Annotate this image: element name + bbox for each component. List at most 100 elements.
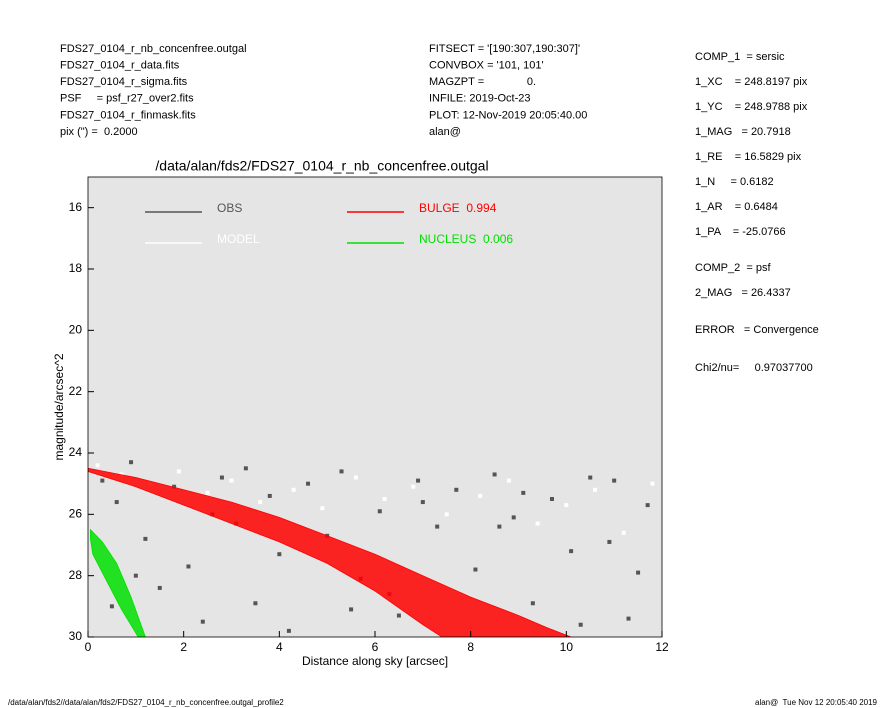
data-point <box>129 460 134 465</box>
data-point <box>416 478 421 483</box>
data-point <box>143 536 148 541</box>
data-point <box>353 475 358 480</box>
header-middle-line: INFILE: 2019-Oct-23 <box>429 93 531 105</box>
x-tick-label: 0 <box>85 640 92 654</box>
y-axis-label: magnitude/arcsec^2 <box>52 353 66 460</box>
header-middle-line: PLOT: 12-Nov-2019 20:05:40.00 <box>429 109 587 121</box>
header-right-line: ERROR = Convergence <box>695 324 819 336</box>
data-point <box>243 466 248 471</box>
data-point <box>109 604 114 609</box>
data-point <box>320 506 325 511</box>
data-point <box>396 613 401 618</box>
x-tick-label: 6 <box>372 640 379 654</box>
data-point <box>435 524 440 529</box>
data-point <box>444 512 449 517</box>
data-point <box>521 490 526 495</box>
data-point <box>286 628 291 633</box>
chart-title: /data/alan/fds2/FDS27_0104_r_nb_concenfr… <box>155 158 488 174</box>
header-right-line: 2_MAG = 26.4337 <box>695 287 791 299</box>
header-right-line: Chi2/nu= 0.97037700 <box>695 362 813 374</box>
y-tick-label: 18 <box>69 261 83 275</box>
data-point <box>95 463 100 468</box>
header-right-line: COMP_2 = psf <box>695 262 771 274</box>
data-point <box>100 478 105 483</box>
data-point <box>172 484 177 489</box>
data-point <box>291 487 296 492</box>
data-point <box>205 490 210 495</box>
y-tick-label: 24 <box>69 445 83 459</box>
data-point <box>267 493 272 498</box>
y-tick-label: 28 <box>69 568 83 582</box>
model-band <box>88 467 572 637</box>
header-middle-line: CONVBOX = '101, 101' <box>429 60 544 72</box>
data-point <box>497 524 502 529</box>
header-right-line: 1_RE = 16.5829 pix <box>695 151 802 163</box>
data-point <box>454 487 459 492</box>
data-point <box>636 570 641 575</box>
data-point <box>535 521 540 526</box>
model-band <box>90 528 146 637</box>
data-point <box>186 564 191 569</box>
data-point <box>349 607 354 612</box>
data-point <box>612 478 617 483</box>
header-middle-line: MAGZPT = 0. <box>429 76 536 88</box>
x-axis-label: Distance along sky [arcsec] <box>302 654 448 668</box>
data-point <box>377 509 382 514</box>
data-point <box>382 497 387 501</box>
header-right-line: 1_PA = -25.0766 <box>695 226 786 238</box>
data-point <box>478 493 483 498</box>
data-point <box>549 497 554 501</box>
header-left-line: PSF = psf_r27_over2.fits <box>60 93 194 105</box>
y-tick-label: 22 <box>69 384 83 398</box>
header-right-line: 1_AR = 0.6484 <box>695 201 778 213</box>
x-tick-label: 8 <box>467 640 474 654</box>
data-point <box>473 567 478 572</box>
data-point <box>492 472 497 477</box>
data-point <box>114 500 119 505</box>
data-point <box>133 573 138 578</box>
data-point <box>339 469 344 474</box>
x-tick-label: 2 <box>180 640 187 654</box>
data-point <box>650 481 655 486</box>
header-left-line: FDS27_0104_r_sigma.fits <box>60 76 188 88</box>
data-point <box>277 552 282 557</box>
data-point <box>258 500 263 505</box>
y-tick-label: 16 <box>69 200 83 214</box>
data-point <box>621 530 626 535</box>
data-point <box>564 503 569 508</box>
x-tick-label: 10 <box>560 640 574 654</box>
data-point <box>229 478 234 483</box>
x-tick-label: 4 <box>276 640 283 654</box>
legend-label: OBS <box>217 201 242 215</box>
header-left-line: pix (") = 0.2000 <box>60 126 138 138</box>
data-point <box>593 487 598 492</box>
data-point <box>588 475 593 480</box>
footer-right: alan@ Tue Nov 12 20:05:40 2019 <box>755 698 878 707</box>
data-point <box>569 549 574 554</box>
data-point <box>645 503 650 508</box>
data-point <box>157 585 162 590</box>
legend-label: BULGE 0.994 <box>419 201 497 215</box>
data-point <box>411 484 416 489</box>
data-point <box>578 622 583 627</box>
plot-data <box>88 460 655 637</box>
data-point <box>219 475 224 480</box>
data-point <box>607 539 612 544</box>
header-left-line: FDS27_0104_r_nb_concenfree.outgal <box>60 43 247 55</box>
data-point <box>200 619 205 624</box>
header-left-line: FDS27_0104_r_data.fits <box>60 60 180 72</box>
header-middle-line: FITSECT = '[190:307,190:307]' <box>429 43 580 55</box>
legend-label: NUCLEUS 0.006 <box>419 232 513 246</box>
y-tick-label: 20 <box>69 323 83 337</box>
header-right-line: 1_MAG = 20.7918 <box>695 126 791 138</box>
header-middle-line: alan@ <box>429 126 461 138</box>
footer-left: /data/alan/fds2//data/alan/fds2/FDS27_01… <box>8 698 284 707</box>
data-point <box>626 616 631 621</box>
header-right-line: 1_YC = 248.9788 pix <box>695 101 808 113</box>
legend-label: MODEL <box>217 232 260 246</box>
data-point <box>176 469 181 474</box>
header-right-line: COMP_1 = sersic <box>695 51 785 63</box>
data-point <box>420 500 425 505</box>
data-point <box>506 478 511 483</box>
